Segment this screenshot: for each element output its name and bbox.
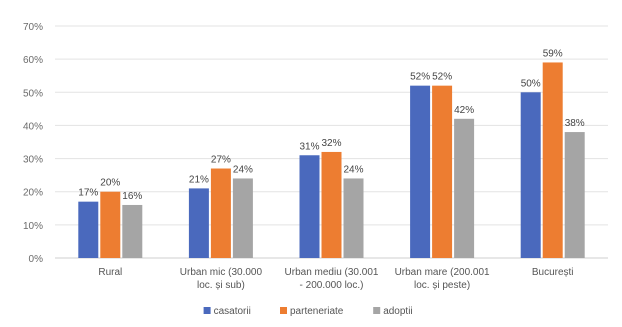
y-tick-label: 70% (23, 22, 43, 33)
x-tick-label: loc. și sub) (197, 280, 245, 291)
data-label: 52% (410, 72, 430, 83)
data-label: 59% (543, 48, 563, 59)
legend-label-parteneriate: parteneriate (290, 306, 344, 317)
legend-swatch-casatorii (203, 307, 211, 314)
data-label: 24% (343, 164, 363, 175)
bar-parteneriate (542, 62, 563, 259)
legend-swatch-adoptii (373, 307, 381, 314)
x-tick-label: Urban mic (30.000 (180, 267, 263, 278)
x-tick-label: Urban mediu (30.001 (285, 267, 379, 278)
x-tick-label: Rural (98, 267, 122, 278)
bar-parteneriate (432, 85, 453, 259)
data-label: 42% (454, 105, 474, 116)
y-tick-label: 60% (23, 55, 43, 66)
bar-casatorii (520, 92, 541, 259)
y-tick-label: 20% (23, 188, 43, 199)
bar-adoptii (343, 178, 364, 258)
bar-adoptii (122, 204, 143, 258)
x-tick-label: Urban mare (200.001 (395, 267, 490, 278)
data-label: 50% (521, 78, 541, 89)
data-label: 21% (189, 174, 209, 185)
bar-casatorii (188, 188, 209, 258)
y-tick-label: 30% (23, 155, 43, 166)
bar-parteneriate (321, 151, 342, 258)
bar-adoptii (232, 178, 253, 258)
data-label: 27% (211, 155, 231, 166)
bar-casatorii (410, 85, 431, 259)
y-tick-label: 10% (23, 221, 43, 232)
data-label: 16% (122, 191, 142, 202)
data-label: 20% (100, 178, 120, 189)
data-label: 31% (299, 141, 319, 152)
bar-casatorii (78, 201, 99, 258)
data-label: 38% (565, 118, 585, 129)
data-label: 17% (78, 188, 98, 199)
data-label: 32% (321, 138, 341, 149)
y-tick-label: 0% (29, 254, 44, 265)
x-tick-label: loc. și peste) (414, 280, 470, 291)
legend-label-casatorii: casatorii (214, 306, 251, 317)
y-tick-label: 40% (23, 121, 43, 132)
y-tick-label: 50% (23, 88, 43, 99)
bar-casatorii (299, 155, 320, 258)
bar-parteneriate (100, 191, 121, 258)
bar-adoptii (564, 132, 585, 258)
x-tick-label: București (532, 267, 574, 278)
data-label: 24% (233, 164, 253, 175)
bar-parteneriate (210, 168, 231, 258)
x-tick-label: - 200.000 loc.) (300, 280, 364, 291)
legend-swatch-parteneriate (280, 307, 287, 314)
legend-label-adoptii: adoptii (383, 306, 412, 317)
bar-adoptii (454, 118, 475, 258)
data-label: 52% (432, 72, 452, 83)
